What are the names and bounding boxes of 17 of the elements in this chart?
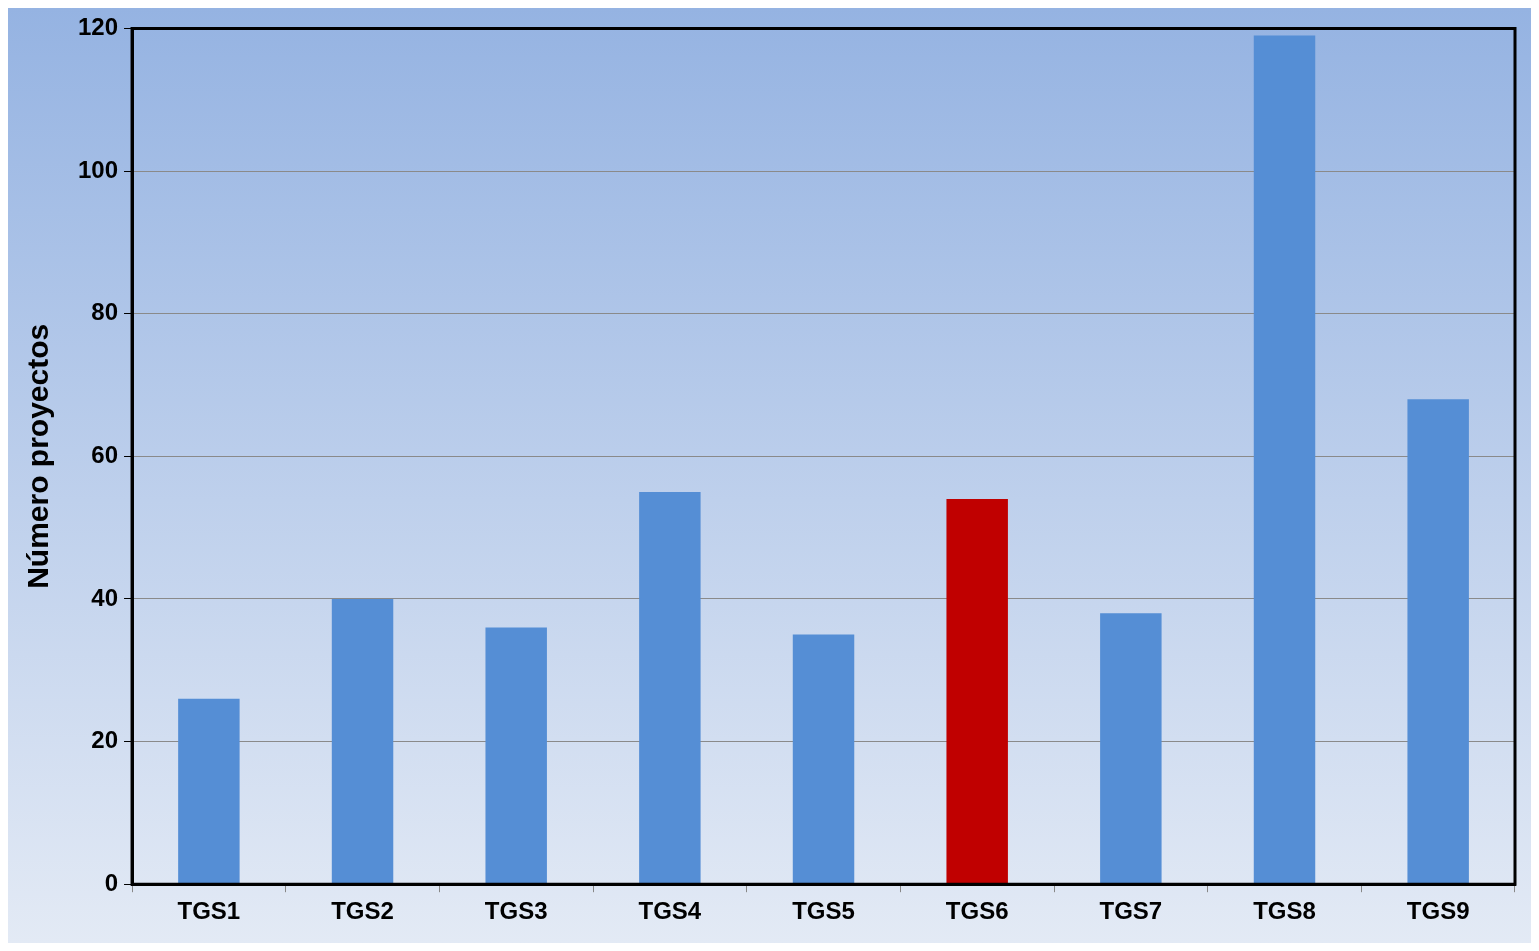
y-axis-title: Número proyectos (21, 323, 55, 589)
y-tick-label: 20 (91, 726, 119, 754)
x-tick-label: TGS9 (1406, 897, 1470, 925)
x-tick-label: TGS7 (1099, 897, 1163, 925)
x-tick-label: TGS6 (945, 897, 1009, 925)
x-tick-label: TGS3 (484, 897, 548, 925)
y-tick-label: 60 (91, 440, 119, 468)
y-tick-label: 80 (91, 298, 119, 326)
y-tick-label: 0 (104, 868, 119, 896)
y-tick-label: 120 (78, 13, 119, 41)
y-tick-label: 100 (78, 155, 119, 183)
y-tick-label: 40 (91, 583, 119, 611)
x-tick-label: TGS2 (331, 897, 394, 925)
x-tick-label: TGS4 (638, 897, 702, 925)
x-tick-label: TGS8 (1253, 897, 1316, 925)
x-tick-label: TGS5 (792, 897, 855, 925)
x-tick-label: TGS1 (177, 897, 241, 925)
